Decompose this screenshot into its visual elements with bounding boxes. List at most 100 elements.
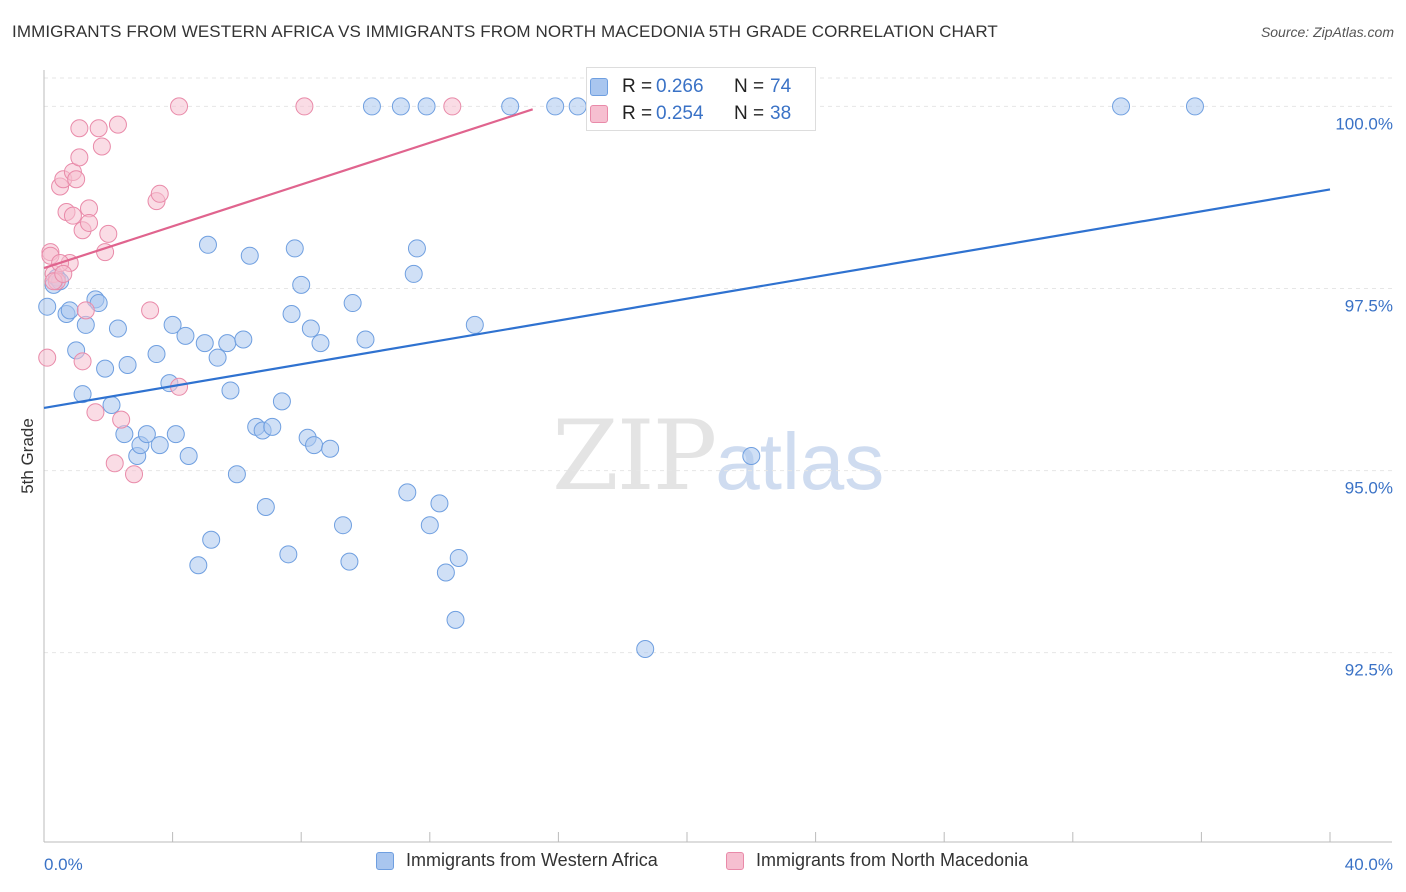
point-western-africa	[147, 345, 166, 364]
r-label: R =	[622, 76, 653, 97]
point-western-africa	[282, 304, 301, 323]
point-western-africa	[465, 315, 484, 334]
point-western-africa	[150, 436, 169, 455]
point-north-macedonia	[73, 352, 92, 371]
series-western-africa	[38, 97, 1204, 658]
point-western-africa	[102, 396, 121, 415]
point-western-africa	[115, 425, 134, 444]
stats-legend: R = 0.266 N = 74 R = 0.254 N = 38	[586, 67, 816, 131]
point-western-africa	[305, 436, 324, 455]
y-tick-label: 97.5%	[1345, 296, 1393, 315]
blue-swatch-icon	[376, 851, 394, 870]
point-western-africa	[208, 348, 227, 367]
watermark: ZIPatlas	[552, 400, 884, 512]
point-western-africa	[1112, 97, 1131, 116]
point-north-macedonia	[54, 264, 73, 283]
trendline-north-macedonia	[43, 108, 534, 270]
gridlines	[44, 77, 1392, 654]
point-north-macedonia	[38, 348, 57, 367]
point-western-africa	[166, 425, 185, 444]
x-tick-label: 0.0%	[44, 855, 83, 874]
point-north-macedonia	[67, 170, 86, 189]
point-western-africa	[234, 330, 253, 349]
legend-label: Immigrants from Western Africa	[406, 850, 658, 870]
point-north-macedonia	[86, 403, 105, 422]
point-western-africa	[96, 359, 115, 378]
point-western-africa	[189, 556, 208, 575]
point-north-macedonia	[89, 119, 108, 138]
y-axis-title: 5th Grade	[18, 418, 37, 494]
point-western-africa	[321, 439, 340, 458]
r-label: R =	[622, 103, 653, 124]
point-western-africa	[417, 97, 436, 116]
point-western-africa	[311, 334, 330, 353]
point-western-africa	[568, 97, 587, 116]
point-western-africa	[742, 447, 761, 465]
point-western-africa	[108, 319, 127, 338]
point-north-macedonia	[70, 148, 89, 167]
trendline-western-africa	[43, 188, 1331, 410]
point-north-macedonia	[443, 97, 462, 116]
point-western-africa	[227, 465, 246, 484]
point-north-macedonia	[70, 119, 89, 138]
watermark-atlas: atlas	[715, 417, 885, 506]
point-western-africa	[285, 239, 304, 258]
point-western-africa	[263, 417, 282, 436]
legend-label: Immigrants from North Macedonia	[756, 850, 1029, 870]
point-western-africa	[202, 530, 221, 549]
point-western-africa	[430, 494, 449, 513]
point-western-africa	[292, 275, 311, 294]
point-western-africa	[163, 315, 182, 334]
point-north-macedonia	[125, 465, 144, 484]
point-western-africa	[446, 610, 465, 629]
point-western-africa	[546, 97, 565, 116]
chart-title: IMMIGRANTS FROM WESTERN AFRICA VS IMMIGR…	[12, 22, 998, 41]
point-north-macedonia	[170, 97, 189, 116]
n-value: 74	[770, 76, 792, 97]
point-western-africa	[279, 545, 298, 564]
point-western-africa	[340, 552, 359, 571]
axes	[43, 70, 1392, 843]
legend-item-western-africa[interactable]: Immigrants from Western Africa	[376, 850, 658, 871]
point-western-africa	[436, 563, 455, 582]
point-north-macedonia	[150, 184, 169, 203]
source-label: Source: ZipAtlas.com	[1260, 24, 1394, 40]
point-western-africa	[240, 246, 259, 265]
point-western-africa	[73, 385, 92, 404]
point-north-macedonia	[76, 301, 95, 320]
point-western-africa	[179, 447, 198, 465]
r-value: 0.266	[656, 76, 704, 97]
pink-swatch-icon	[590, 105, 608, 123]
point-north-macedonia	[108, 115, 127, 134]
point-north-macedonia	[80, 213, 99, 232]
blue-swatch-icon	[590, 78, 608, 96]
r-value: 0.254	[656, 103, 704, 124]
stats-row-north-macedonia: R = 0.254 N = 38	[587, 101, 791, 127]
point-western-africa	[501, 97, 520, 116]
watermark-zip: ZIP	[552, 400, 717, 512]
n-label: N =	[734, 76, 765, 97]
point-western-africa	[356, 330, 375, 349]
point-western-africa	[272, 392, 291, 411]
point-western-africa	[1185, 97, 1204, 116]
point-western-africa	[398, 483, 417, 502]
point-north-macedonia	[99, 224, 118, 243]
point-north-macedonia	[295, 97, 314, 116]
point-western-africa	[256, 497, 275, 516]
y-tick-label: 100.0%	[1335, 114, 1393, 133]
point-western-africa	[195, 334, 214, 353]
point-western-africa	[420, 516, 439, 535]
y-tick-label: 95.0%	[1345, 479, 1393, 498]
point-north-macedonia	[112, 410, 131, 429]
point-western-africa	[404, 264, 423, 283]
point-western-africa	[343, 294, 362, 313]
point-western-africa	[362, 97, 381, 116]
legend-item-north-macedonia[interactable]: Immigrants from North Macedonia	[726, 850, 1028, 871]
point-western-africa	[60, 301, 79, 320]
point-western-africa	[221, 381, 240, 400]
stats-row-western-africa: R = 0.266 N = 74	[587, 74, 791, 100]
point-western-africa	[449, 548, 468, 567]
pink-swatch-icon	[726, 851, 744, 870]
point-western-africa	[333, 516, 352, 535]
